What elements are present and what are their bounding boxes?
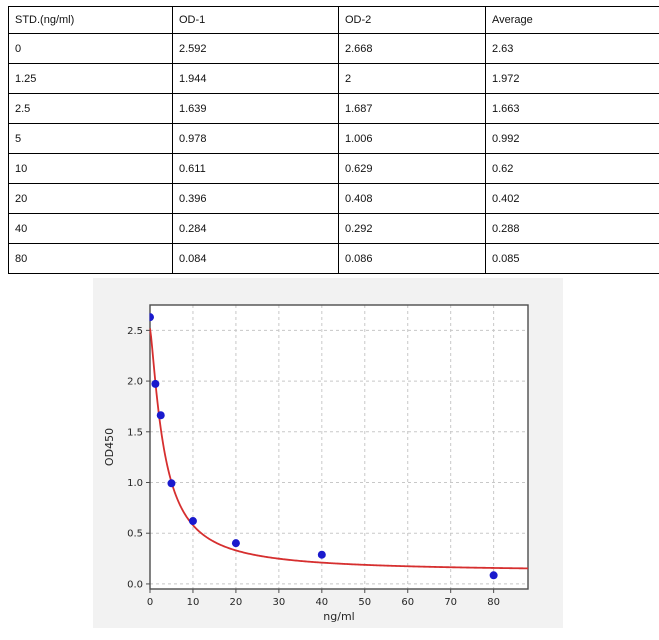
table-row: 2.5 1.639 1.687 1.663 bbox=[8, 93, 659, 124]
x-axis-tick-label: 80 bbox=[487, 597, 500, 608]
table-row: 5 0.978 1.006 0.992 bbox=[8, 123, 659, 154]
data-point bbox=[149, 313, 154, 322]
x-axis-tick-label: 60 bbox=[401, 597, 414, 608]
data-point bbox=[317, 550, 326, 559]
table-row: 40 0.284 0.292 0.288 bbox=[8, 213, 659, 244]
data-layer bbox=[149, 313, 529, 580]
table-cell: 0.629 bbox=[338, 153, 486, 184]
table-cell: 2.63 bbox=[485, 33, 659, 64]
table-cell: 0.611 bbox=[172, 153, 339, 184]
table-cell: 0.396 bbox=[172, 183, 339, 214]
table-cell: 0.978 bbox=[172, 123, 339, 154]
table-cell: 1.006 bbox=[338, 123, 486, 154]
y-axis-label: OD450 bbox=[103, 428, 116, 466]
data-point bbox=[489, 571, 498, 580]
plot-border bbox=[149, 304, 529, 590]
table-cell: 1.663 bbox=[485, 93, 659, 124]
table-cell: 20 bbox=[8, 183, 173, 214]
table-cell: 0.284 bbox=[172, 213, 339, 244]
table-cell: 0 bbox=[8, 33, 173, 64]
x-axis-tick-label: 10 bbox=[187, 597, 200, 608]
x-axis-tick-label: 70 bbox=[444, 597, 457, 608]
fit-curve bbox=[149, 328, 529, 570]
table-row: 10 0.611 0.629 0.62 bbox=[8, 153, 659, 184]
x-axis-tick-label: 40 bbox=[315, 597, 328, 608]
y-axis-tick-label: 0.5 bbox=[127, 529, 143, 540]
table-row: 1.25 1.944 2 1.972 bbox=[8, 63, 659, 94]
table-cell: 10 bbox=[8, 153, 173, 184]
column-header: Average bbox=[485, 6, 659, 34]
table-row: 20 0.396 0.408 0.402 bbox=[8, 183, 659, 214]
table-cell: 40 bbox=[8, 213, 173, 244]
table-cell: 1.944 bbox=[172, 63, 339, 94]
y-axis-tick-label: 2.0 bbox=[127, 377, 143, 388]
standard-curve-chart: 0 10 20 30 40 50 60 70 80 0.0 0.5 1.0 1.5 2.0 2.5 ng/ml… bbox=[103, 304, 529, 623]
plot-area bbox=[150, 305, 528, 589]
x-axis-tick-label: 30 bbox=[272, 597, 285, 608]
data-point bbox=[151, 379, 160, 388]
table-cell: 1.639 bbox=[172, 93, 339, 124]
table-cell: 0.085 bbox=[485, 243, 659, 274]
data-point bbox=[167, 479, 176, 488]
table-cell: 5 bbox=[8, 123, 173, 154]
column-header: OD-2 bbox=[338, 6, 486, 34]
column-header: STD.(ng/ml) bbox=[8, 6, 173, 34]
table-cell: 0.62 bbox=[485, 153, 659, 184]
table-row: 80 0.084 0.086 0.085 bbox=[8, 243, 659, 274]
table-row: 0 2.592 2.668 2.63 bbox=[8, 33, 659, 64]
table-cell: 0.084 bbox=[172, 243, 339, 274]
data-point bbox=[188, 517, 197, 526]
table-cell: 2.592 bbox=[172, 33, 339, 64]
data-point bbox=[156, 411, 165, 420]
column-header: OD-1 bbox=[172, 6, 339, 34]
table-cell: 0.408 bbox=[338, 183, 486, 214]
table-cell: 0.086 bbox=[338, 243, 486, 274]
table-header-row: STD.(ng/ml) OD-1 OD-2 Average bbox=[8, 6, 659, 34]
table-cell: 0.402 bbox=[485, 183, 659, 214]
table-cell: 1.972 bbox=[485, 63, 659, 94]
data-point bbox=[231, 539, 240, 548]
table-cell: 0.292 bbox=[338, 213, 486, 244]
standards-table: STD.(ng/ml) OD-1 OD-2 Average 0 2.592 2.668 2.6… bbox=[8, 6, 659, 274]
y-axis-tick-label: 1.0 bbox=[127, 478, 143, 489]
standard-curve-figure: 0 10 20 30 40 50 60 70 80 0.0 0.5 1.0 1.5 2.0 2.5 ng/ml… bbox=[93, 278, 563, 628]
y-axis-tick-label: 1.5 bbox=[127, 427, 143, 438]
y-axis-tick-label: 2.5 bbox=[127, 326, 143, 337]
table-cell: 2 bbox=[338, 63, 486, 94]
x-axis-tick-label: 50 bbox=[358, 597, 371, 608]
table-cell: 1.687 bbox=[338, 93, 486, 124]
table-cell: 0.992 bbox=[485, 123, 659, 154]
table-cell: 2.5 bbox=[8, 93, 173, 124]
x-axis-label: ng/ml bbox=[323, 610, 354, 623]
x-axis-tick-label: 0 bbox=[147, 597, 153, 608]
table-cell: 0.288 bbox=[485, 213, 659, 244]
table-cell: 80 bbox=[8, 243, 173, 274]
x-axis-tick-label: 20 bbox=[230, 597, 243, 608]
table-cell: 2.668 bbox=[338, 33, 486, 64]
table-cell: 1.25 bbox=[8, 63, 173, 94]
y-axis-tick-label: 0.0 bbox=[127, 579, 143, 590]
